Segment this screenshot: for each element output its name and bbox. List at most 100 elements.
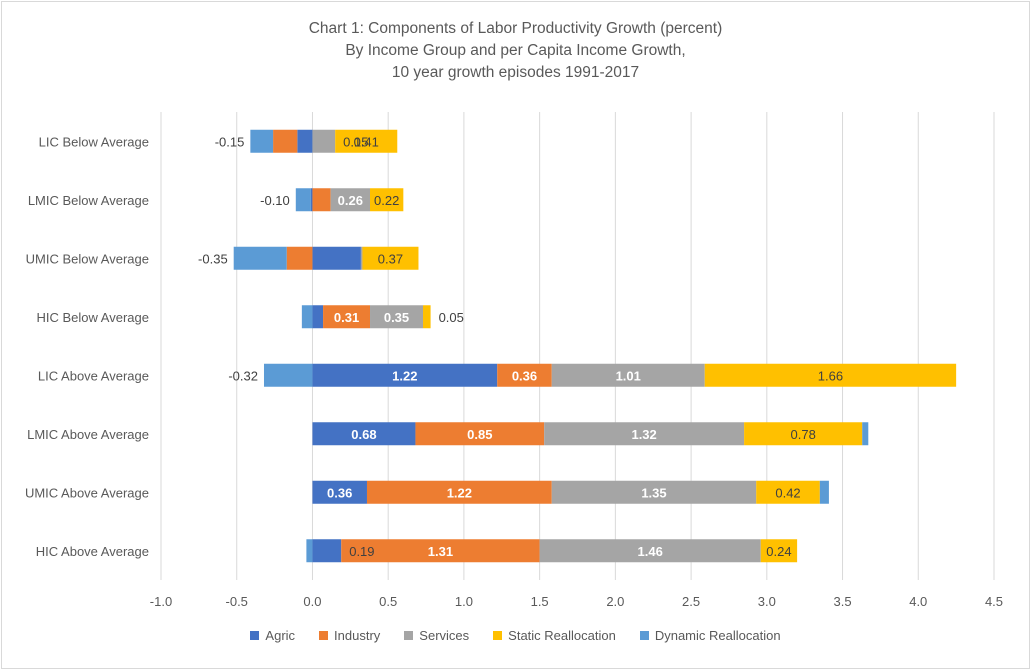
bar-industry <box>341 539 540 563</box>
chart-title: Chart 1: Components of Labor Productivit… <box>0 18 1031 84</box>
bar-dynamic-reallocation <box>295 188 311 212</box>
bar-dynamic-reallocation <box>819 480 829 504</box>
bar-industry <box>323 305 371 329</box>
data-label: -0.32 <box>228 368 258 383</box>
category-label: LIC Below Average <box>39 134 149 149</box>
legend-item: Services <box>404 628 469 643</box>
legend-label: Agric <box>265 628 296 643</box>
bar-agric <box>312 480 367 504</box>
bar-static-reallocation <box>756 480 820 504</box>
legend-swatch <box>639 631 649 640</box>
data-label: 1.35 <box>641 485 666 500</box>
data-label: 0.68 <box>351 427 376 442</box>
bar-static-reallocation <box>744 422 863 446</box>
x-tick-label: 3.0 <box>758 594 776 609</box>
bar-services <box>544 422 745 446</box>
chart-legend: Agric Industry Services Static Reallocation… <box>0 628 1031 643</box>
bar-services <box>360 246 363 270</box>
data-label: -0.35 <box>198 251 228 266</box>
legend-item: Agric <box>250 628 295 643</box>
bar-industry <box>273 129 298 153</box>
data-label: 0.22 <box>374 193 399 208</box>
bar-services <box>551 480 757 504</box>
category-label: LMIC Below Average <box>28 193 149 208</box>
bar-agric <box>310 188 313 212</box>
bar-dynamic-reallocation <box>250 129 274 153</box>
legend-label: Dynamic Reallocation <box>654 628 781 643</box>
category-label: LIC Above Average <box>38 368 149 383</box>
bar-services <box>370 305 424 329</box>
legend-label: Industry <box>334 628 381 643</box>
data-label: 0.15 <box>343 134 368 149</box>
data-label: 1.31 <box>428 544 453 559</box>
bar-static-reallocation <box>362 246 419 270</box>
x-tick-label: 4.5 <box>985 594 1003 609</box>
data-label: 0.41 <box>354 134 379 149</box>
bar-services <box>330 188 371 212</box>
data-label: 0.42 <box>775 485 800 500</box>
bar-static-reallocation <box>370 188 404 212</box>
category-label: HIC Below Average <box>37 310 150 325</box>
bar-agric <box>312 246 361 270</box>
bar-dynamic-reallocation <box>862 422 869 446</box>
bar-static-reallocation <box>335 129 398 153</box>
data-label: 1.32 <box>631 427 656 442</box>
category-label: UMIC Above Average <box>25 485 149 500</box>
x-tick-label: 2.5 <box>682 594 700 609</box>
legend-item: Static Reallocation <box>493 628 616 643</box>
bar-services <box>312 129 336 153</box>
data-label: 1.22 <box>447 485 472 500</box>
x-tick-label: 0.5 <box>379 594 397 609</box>
bar-static-reallocation <box>760 539 798 563</box>
data-label: 0.37 <box>378 251 403 266</box>
data-label: 0.36 <box>512 368 537 383</box>
bar-static-reallocation <box>704 363 957 387</box>
bar-agric <box>312 363 498 387</box>
bar-agric <box>312 539 342 563</box>
bar-agric <box>312 422 416 446</box>
data-label: 0.19 <box>349 544 374 559</box>
data-label: -0.10 <box>260 193 290 208</box>
data-label: 1.22 <box>392 368 417 383</box>
bar-dynamic-reallocation <box>301 305 313 329</box>
bar-dynamic-reallocation <box>233 246 287 270</box>
bar-industry <box>497 363 552 387</box>
category-label: UMIC Below Average <box>26 251 149 266</box>
data-label: 0.36 <box>327 485 352 500</box>
legend-item: Industry <box>319 628 380 643</box>
bar-industry <box>312 188 331 212</box>
x-tick-label: 2.0 <box>606 594 624 609</box>
bar-industry <box>366 480 552 504</box>
legend-swatch <box>493 631 503 640</box>
chart-title-line-3: 10 year growth episodes 1991-2017 <box>391 64 640 81</box>
data-label: 0.31 <box>334 310 359 325</box>
data-label: 0.85 <box>467 427 492 442</box>
x-tick-label: 1.0 <box>455 594 473 609</box>
bar-industry <box>415 422 545 446</box>
x-tick-label: -1.0 <box>150 594 172 609</box>
bar-agric <box>312 305 324 329</box>
data-label: 0.35 <box>384 310 409 325</box>
chart-title-line-1: Chart 1: Components of Labor Productivit… <box>308 20 723 37</box>
legend-swatch <box>404 631 414 640</box>
data-label: 1.66 <box>818 368 843 383</box>
legend-label: Static Reallocation <box>508 628 616 643</box>
legend-label: Services <box>419 628 470 643</box>
data-label: 0.78 <box>791 427 816 442</box>
bar-static-reallocation <box>423 305 431 329</box>
category-label: LMIC Above Average <box>27 427 149 442</box>
data-label: 0.24 <box>766 544 791 559</box>
bar-services <box>551 363 705 387</box>
data-label: 0.05 <box>439 310 464 325</box>
data-label: 1.46 <box>638 544 663 559</box>
legend-swatch <box>250 631 260 640</box>
x-tick-label: -0.5 <box>226 594 248 609</box>
x-tick-label: 1.5 <box>531 594 549 609</box>
x-tick-label: 4.0 <box>909 594 927 609</box>
bar-agric <box>297 129 313 153</box>
bar-dynamic-reallocation <box>306 539 313 563</box>
chart-title-line-2: By Income Group and per Capita Income Gr… <box>345 42 686 59</box>
x-tick-label: 0.0 <box>303 594 321 609</box>
bar-services <box>539 539 761 563</box>
